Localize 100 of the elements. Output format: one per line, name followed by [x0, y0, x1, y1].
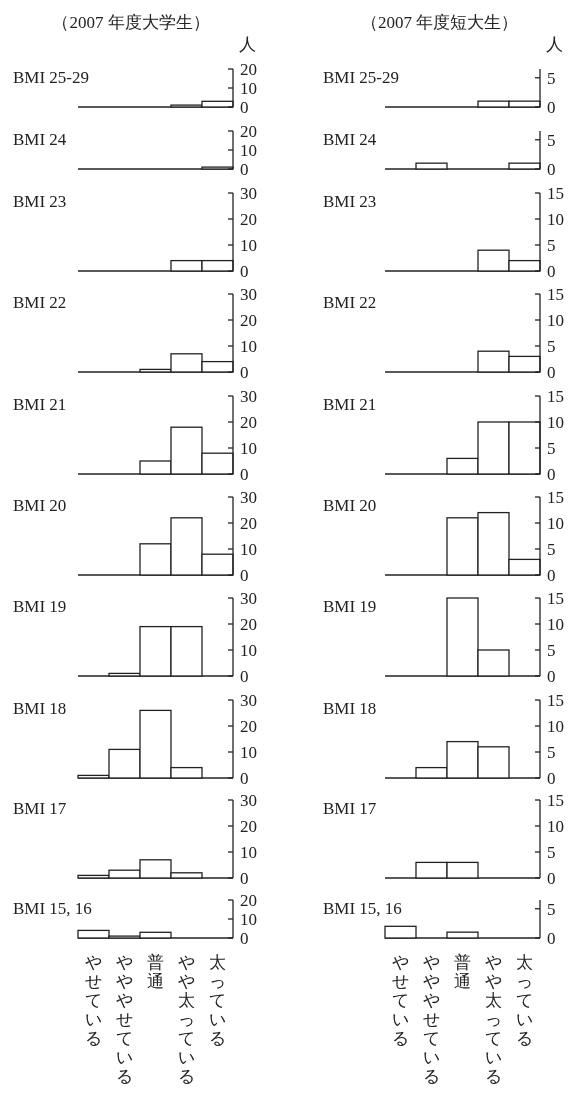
y-tick-label: 10	[547, 615, 564, 634]
y-tick-label: 5	[547, 843, 556, 862]
y-tick-label: 0	[240, 262, 249, 281]
y-tick-label: 5	[547, 743, 556, 762]
chart-title: BMI 19	[13, 597, 67, 616]
y-tick-label: 15	[547, 791, 564, 810]
y-tick-label: 0	[547, 98, 556, 117]
y-tick-label: 0	[240, 667, 249, 686]
y-tick-label: 0	[547, 929, 556, 948]
y-tick-label: 20	[240, 311, 257, 330]
y-tick-label: 20	[240, 817, 257, 836]
y-tick-label: 0	[547, 566, 556, 585]
y-tick-label: 15	[547, 285, 564, 304]
chart-title: BMI 21	[323, 395, 377, 414]
y-tick-label: 30	[240, 387, 257, 406]
y-tick-label: 20	[240, 514, 257, 533]
y-tick-label: 20	[240, 122, 257, 141]
y-tick-label: 0	[240, 160, 249, 179]
y-tick-label: 30	[240, 691, 257, 710]
y-tick-label: 10	[547, 210, 564, 229]
y-tick-label: 30	[240, 184, 257, 203]
chart-title: BMI 18	[323, 699, 377, 718]
x-tick-label: やややせている	[423, 953, 440, 1086]
chart-title: BMI 24	[323, 130, 377, 149]
y-tick-label: 10	[547, 717, 564, 736]
y-axis-title: 人	[238, 35, 256, 54]
chart-title: BMI 17	[13, 799, 67, 818]
y-tick-label: 10	[240, 79, 257, 98]
y-tick-label: 10	[240, 141, 257, 160]
y-tick-label: 15	[547, 589, 564, 608]
y-tick-label: 0	[240, 566, 249, 585]
y-tick-label: 0	[547, 465, 556, 484]
y-tick-label: 30	[240, 791, 257, 810]
y-tick-label: 10	[547, 311, 564, 330]
y-tick-label: 5	[547, 130, 556, 150]
x-tick-label: やややせている	[116, 953, 133, 1086]
y-tick-label: 0	[240, 363, 249, 382]
chart-title: BMI 21	[13, 395, 67, 414]
chart-subtitle: （2007 年度大学生）	[52, 13, 210, 32]
y-tick-label: 10	[240, 236, 257, 255]
y-tick-label: 15	[547, 488, 564, 507]
y-tick-label: 20	[240, 60, 257, 79]
y-tick-label: 0	[547, 869, 556, 888]
x-tick-label: 普通	[147, 953, 164, 991]
y-tick-label: 20	[240, 413, 257, 432]
chart-title: BMI 15, 16	[13, 899, 92, 918]
chart-title: BMI 23	[323, 192, 377, 211]
y-tick-label: 10	[547, 514, 564, 533]
chart-title: BMI 24	[13, 130, 67, 149]
x-tick-label: 太っている	[209, 953, 226, 1048]
y-tick-label: 10	[240, 910, 257, 929]
x-tick-label: やや太っている	[178, 953, 195, 1086]
y-tick-label: 20	[240, 891, 257, 910]
y-tick-label: 20	[240, 717, 257, 736]
y-tick-label: 0	[547, 262, 556, 281]
y-tick-label: 20	[240, 615, 257, 634]
y-tick-label: 15	[547, 184, 564, 203]
y-tick-label: 0	[240, 869, 249, 888]
y-tick-label: 10	[240, 743, 257, 762]
y-tick-label: 0	[547, 667, 556, 686]
y-tick-label: 5	[547, 641, 556, 660]
y-tick-label: 10	[240, 337, 257, 356]
y-tick-label: 0	[547, 363, 556, 382]
y-tick-label: 30	[240, 285, 257, 304]
chart-subtitle: （2007 年度短大生）	[360, 13, 519, 32]
y-tick-label: 0	[547, 769, 556, 788]
x-tick-label: やや太っている	[485, 953, 502, 1086]
y-tick-label: 5	[547, 337, 556, 356]
chart-title: BMI 22	[323, 293, 377, 312]
y-tick-label: 10	[240, 641, 257, 660]
chart-title: BMI 20	[13, 496, 67, 515]
y-axis-title: 人	[545, 35, 563, 54]
y-tick-label: 5	[547, 439, 556, 458]
y-tick-label: 10	[547, 817, 564, 836]
y-tick-label: 15	[547, 691, 564, 710]
y-tick-label: 0	[547, 160, 556, 179]
y-tick-label: 0	[240, 465, 249, 484]
chart-title: BMI 15, 16	[323, 899, 402, 918]
y-tick-label: 5	[547, 236, 556, 255]
y-tick-label: 30	[240, 488, 257, 507]
y-tick-label: 0	[240, 98, 249, 117]
y-tick-label: 30	[240, 589, 257, 608]
y-tick-label: 5	[547, 899, 556, 919]
y-tick-label: 10	[240, 439, 257, 458]
y-tick-label: 15	[547, 387, 564, 406]
chart-title: BMI 25-29	[13, 68, 90, 87]
y-tick-label: 0	[240, 929, 249, 948]
chart-title: BMI 19	[323, 597, 377, 616]
x-tick-label: 太っている	[516, 953, 533, 1048]
y-tick-label: 10	[547, 413, 564, 432]
chart-title: BMI 22	[13, 293, 67, 312]
chart-title: BMI 20	[323, 496, 377, 515]
chart-title: BMI 23	[13, 192, 67, 211]
chart-title: BMI 25-29	[323, 68, 400, 87]
chart-title: BMI 17	[323, 799, 377, 818]
y-tick-label: 5	[547, 540, 556, 559]
chart-title: BMI 18	[13, 699, 67, 718]
y-tick-label: 10	[240, 540, 257, 559]
x-tick-label: 普通	[454, 953, 471, 991]
y-tick-label: 0	[240, 769, 249, 788]
